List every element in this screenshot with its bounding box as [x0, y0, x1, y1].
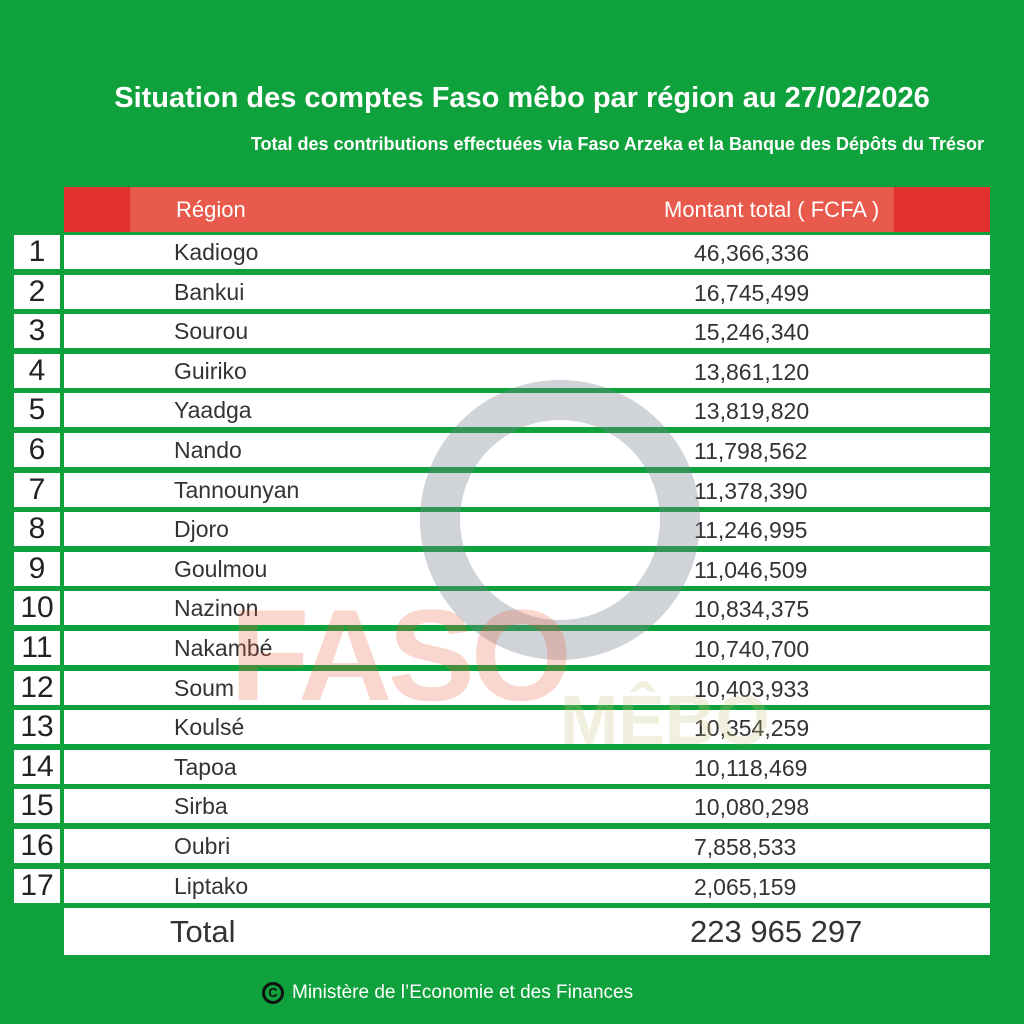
total-amount: 223 965 297 [690, 914, 863, 949]
row-amount: 10,354,259 [694, 715, 810, 742]
row-region: Nazinon [174, 595, 259, 622]
row-amount: 16,745,499 [694, 279, 810, 306]
table-row: Kadiogo 46,366,336 [64, 235, 990, 269]
table-row: Goulmou 11,046,509 [64, 551, 990, 586]
row-rank: 4 [14, 353, 60, 388]
row-rank: 17 [14, 868, 60, 903]
header-amount: Montant total ( FCFA ) [664, 197, 880, 222]
total-label: Total [170, 914, 236, 949]
row-region: Koulsé [174, 714, 245, 741]
row-rank: 2 [14, 274, 60, 309]
row-rank: 11 [14, 631, 60, 665]
table-row: Yaadga 13,819,820 [64, 393, 990, 428]
row-amount: 13,819,820 [694, 398, 810, 425]
table-row: Guiriko 13,861,120 [64, 353, 990, 388]
footer: C Ministère de l’Economie et des Finances [262, 982, 633, 1004]
table-row: Djoro 11,246,995 [64, 512, 990, 547]
row-amount: 11,798,562 [694, 438, 808, 464]
row-amount: 10,740,700 [694, 636, 810, 662]
header-region: Région [176, 197, 246, 222]
row-rank: 6 [14, 433, 60, 467]
table-row: Tannounyan 11,378,390 [64, 472, 990, 507]
row-amount: 10,118,469 [694, 754, 808, 781]
row-amount: 10,080,298 [694, 794, 810, 821]
row-amount: 15,246,340 [694, 319, 810, 346]
row-rank: 8 [14, 512, 60, 547]
row-region: Soum [174, 674, 235, 701]
table-row: Koulsé 10,354,259 [64, 710, 990, 745]
table-row: Sirba 10,080,298 [64, 789, 990, 824]
row-amount: 13,861,120 [694, 358, 810, 385]
row-rank: 3 [14, 314, 60, 349]
row-rank: 13 [14, 710, 60, 745]
row-rank: 5 [14, 393, 60, 428]
row-rank: 16 [14, 829, 60, 863]
footer-text: Ministère de l’Economie et des Finances [292, 982, 634, 1004]
table-row: Soum 10,403,933 [64, 670, 990, 705]
table-row: Nazinon 10,834,375 [64, 591, 990, 626]
row-amount: 11,378,390 [694, 477, 808, 504]
row-region: Guiriko [174, 357, 247, 384]
row-amount: 10,834,375 [694, 596, 810, 623]
copyright-icon: C [262, 982, 284, 1004]
row-amount: 7,858,533 [694, 834, 797, 860]
row-rank: 14 [14, 749, 60, 784]
table-header: Région Montant total ( FCFA ) [64, 187, 990, 232]
row-region: Nando [174, 437, 242, 463]
row-amount: 46,366,336 [694, 240, 810, 266]
row-region: Nakambé [174, 635, 273, 661]
row-amount: 11,246,995 [694, 517, 808, 544]
row-region: Bankui [174, 278, 245, 305]
row-amount: 2,065,159 [694, 873, 797, 900]
row-rank: 10 [14, 591, 60, 626]
row-region: Tapoa [174, 753, 237, 780]
page-title: Situation des comptes Faso mêbo par régi… [114, 82, 930, 114]
row-amount: 11,046,509 [694, 556, 808, 583]
row-region: Sirba [174, 793, 228, 820]
page-subtitle: Total des contributions effectuées via F… [250, 134, 984, 154]
row-rank: 9 [14, 551, 60, 586]
table-row: Oubri 7,858,533 [64, 829, 990, 863]
row-region: Tannounyan [174, 476, 300, 503]
row-region: Goulmou [174, 555, 268, 582]
table-row: Nakambé 10,740,700 [64, 631, 990, 665]
row-amount: 10,403,933 [694, 675, 810, 702]
row-region: Kadiogo [174, 239, 259, 265]
table-row: Nando 11,798,562 [64, 433, 990, 467]
row-rank: 12 [14, 670, 60, 705]
table-row: Liptako 2,065,159 [64, 868, 990, 903]
row-region: Djoro [174, 516, 229, 543]
table-row: Tapoa 10,118,469 [64, 749, 990, 784]
row-rank: 7 [14, 472, 60, 507]
row-region: Sourou [174, 318, 249, 345]
row-rank: 15 [14, 789, 60, 824]
row-region: Yaadga [174, 397, 252, 424]
total-row: Total 223 965 297 [64, 908, 990, 955]
row-region: Oubri [174, 833, 231, 859]
row-rank: 1 [14, 235, 60, 269]
row-region: Liptako [174, 872, 249, 899]
table-row: Sourou 15,246,340 [64, 314, 990, 349]
table-row: Bankui 16,745,499 [64, 274, 990, 309]
